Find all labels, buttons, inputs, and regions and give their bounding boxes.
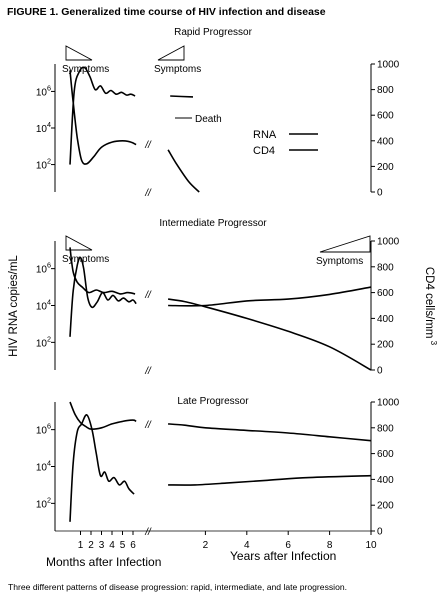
symptoms-marker	[319, 235, 371, 253]
axis-break-mark: //	[144, 420, 152, 431]
x-tick-label-year: 4	[244, 540, 250, 551]
x-tick-label-month: 6	[130, 540, 136, 551]
panel-title: Late Progressor	[177, 396, 249, 407]
left-tick-label: 104	[36, 459, 51, 474]
x-tick-label-month: 2	[88, 540, 94, 551]
rna-series-line	[69, 66, 136, 165]
rna-series-line	[69, 256, 137, 337]
axis-break-mark: //	[144, 140, 152, 151]
symptoms-marker	[65, 235, 93, 251]
right-tick-label: 600	[377, 449, 394, 460]
x-tick-label-month: 1	[78, 540, 84, 551]
cd4-series-line	[69, 70, 137, 165]
left-tick-label: 104	[36, 298, 51, 313]
right-tick-label: 200	[377, 340, 394, 351]
right-tick-label: 600	[377, 111, 394, 122]
right-tick-label: 1000	[377, 398, 400, 409]
panel-title: Intermediate Progressor	[159, 218, 267, 229]
right-tick-label: 800	[377, 262, 394, 273]
right-tick-label: 1000	[377, 60, 400, 71]
cd4-series-line	[167, 298, 372, 371]
right-tick-label: 1000	[377, 237, 400, 248]
panel-title: Rapid Progressor	[174, 27, 252, 38]
symptoms-label: Symptoms	[62, 254, 109, 265]
x-tick-label-month: 4	[109, 540, 115, 551]
x-tick-label-year: 6	[285, 540, 291, 551]
right-axis-title: CD4 cells/mm 3	[423, 267, 438, 346]
right-tick-label: 200	[377, 162, 394, 173]
cd4-series-line	[69, 247, 136, 295]
right-tick-label: 200	[377, 501, 394, 512]
axis-break-mark: //	[144, 188, 152, 199]
left-tick-label: 102	[36, 495, 51, 510]
symptoms-marker	[65, 45, 93, 61]
right-tick-label: 600	[377, 288, 394, 299]
x-tick-label-year: 2	[203, 540, 209, 551]
x-tick-label-year: 10	[365, 540, 377, 551]
figure-title: FIGURE 1. Generalized time course of HIV…	[7, 6, 326, 18]
symptoms-marker	[157, 45, 185, 61]
right-tick-label: 0	[377, 366, 383, 377]
left-tick-label: 106	[36, 261, 51, 276]
cd4-series-line	[168, 423, 372, 442]
right-tick-label: 400	[377, 314, 394, 325]
right-tick-label: 0	[377, 527, 383, 538]
left-tick-label: 106	[36, 422, 51, 437]
cd4-series-line	[167, 149, 200, 193]
left-tick-label: 102	[36, 157, 51, 172]
left-tick-label: 104	[36, 120, 51, 135]
legend-cd4-label: CD4	[253, 145, 275, 157]
symptoms-label: Symptoms	[316, 256, 363, 267]
x-tick-label-month: 5	[120, 540, 126, 551]
right-tick-label: 400	[377, 136, 394, 147]
x-tick-label-year: 8	[327, 540, 333, 551]
legend-rna-label: RNA	[253, 129, 277, 141]
figure-caption: Three different patterns of disease prog…	[8, 582, 348, 592]
axis-break-mark: //	[144, 527, 152, 538]
rna-series-line	[170, 95, 194, 98]
x-axis-title-months: Months after Infection	[46, 555, 161, 569]
rna-series-line	[168, 286, 372, 307]
right-tick-label: 800	[377, 85, 394, 96]
x-axis-title-years: Years after Infection	[230, 549, 336, 563]
right-tick-label: 800	[377, 423, 394, 434]
symptoms-label: Symptoms	[154, 64, 201, 75]
axis-break-mark: //	[144, 366, 152, 377]
x-tick-label-month: 3	[99, 540, 105, 551]
left-tick-label: 102	[36, 334, 51, 349]
right-tick-label: 0	[377, 188, 383, 199]
left-axis-title: HIV RNA copies/mL	[8, 255, 20, 357]
left-tick-label: 106	[36, 83, 51, 98]
death-label: Death	[195, 114, 222, 125]
axis-break-mark: //	[144, 290, 152, 301]
cd4-series-line	[69, 401, 137, 430]
rna-series-line	[69, 414, 135, 522]
rna-series-line	[168, 474, 372, 486]
right-tick-label: 400	[377, 475, 394, 486]
